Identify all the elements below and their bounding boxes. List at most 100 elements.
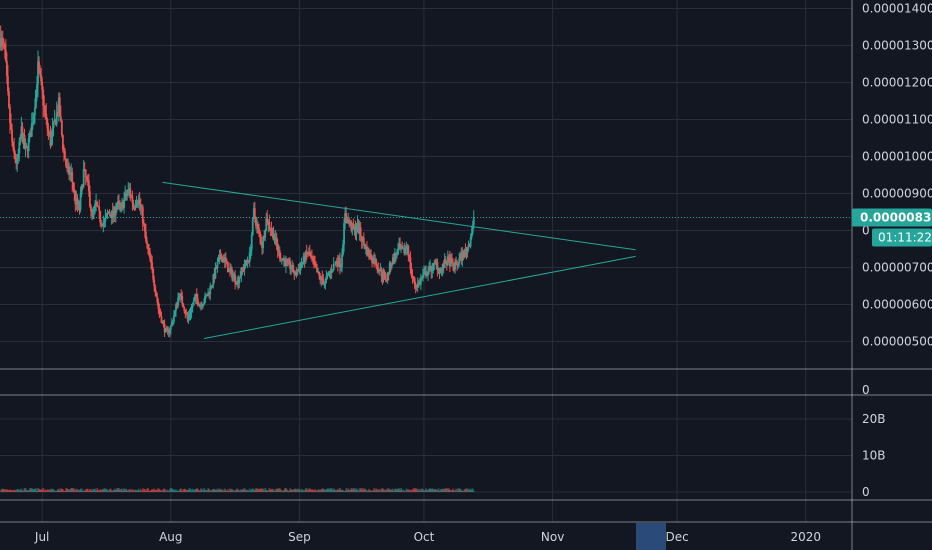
volume-bar: [291, 489, 294, 492]
volume-bar: [58, 490, 61, 492]
volume-bar: [374, 490, 377, 492]
candle-body: [21, 126, 24, 142]
volume-bar: [189, 488, 192, 492]
volume-bar: [166, 490, 169, 492]
volume-bar: [139, 489, 142, 492]
candle-body: [24, 147, 27, 149]
candle-body: [364, 247, 367, 249]
volume-bar: [469, 488, 472, 492]
candle-body: [83, 168, 86, 170]
volume-bar: [409, 489, 412, 492]
volume-bar: [5, 489, 8, 492]
volume-bar: [404, 490, 407, 492]
volume-bar: [155, 489, 158, 492]
volume-bar: [16, 489, 19, 492]
candle-body: [250, 234, 253, 250]
candle-body: [445, 263, 448, 266]
volume-bar: [108, 489, 111, 492]
candle-body: [95, 202, 97, 204]
volume-bar: [401, 490, 404, 492]
candle-body: [341, 254, 343, 267]
volume-bar: [136, 490, 139, 492]
candle-body: [371, 259, 373, 263]
volume-bar: [343, 490, 345, 492]
candle-body: [414, 284, 417, 288]
candle-body: [266, 218, 269, 225]
volume-bar: [308, 488, 311, 492]
volume-bar: [208, 488, 211, 492]
candle-body: [295, 271, 298, 276]
candle-body: [98, 206, 101, 211]
volume-bar: [224, 489, 227, 492]
countdown-label: 01:11:22: [878, 231, 932, 245]
volume-bar: [210, 490, 213, 492]
candle-body: [230, 269, 232, 271]
candle-body: [361, 237, 364, 241]
candle-body: [188, 314, 191, 317]
candle-body: [66, 165, 68, 168]
volume-bar: [132, 490, 135, 492]
volume-bar: [214, 489, 217, 492]
candle-body: [433, 262, 436, 264]
volume-bar: [322, 488, 325, 492]
candle-body: [159, 312, 162, 317]
volume-bar: [429, 488, 432, 492]
volume-bar: [269, 489, 272, 492]
candle-body: [193, 297, 196, 302]
candle-body: [325, 276, 328, 279]
candle-body: [419, 279, 422, 285]
volume-bar: [159, 490, 162, 492]
candle-body: [0, 37, 3, 47]
candle-body: [438, 267, 441, 273]
candle-body: [181, 295, 184, 304]
volume-bar: [422, 489, 424, 492]
volume-bar: [73, 488, 76, 492]
candle-body: [130, 195, 133, 197]
volume-bar: [286, 489, 288, 492]
volume-bar: [456, 490, 459, 492]
volume-bar: [371, 490, 373, 492]
candle-body: [436, 262, 439, 270]
candle-body: [265, 218, 268, 231]
candle-body: [223, 257, 226, 263]
volume-bar: [381, 488, 384, 492]
candle-body: [202, 304, 204, 307]
trendlines[interactable]: [162, 181, 636, 340]
volume-bar: [453, 490, 455, 492]
volume-bar: [11, 490, 13, 492]
candle-body: [417, 282, 420, 284]
current-price-tag-bg: [852, 208, 932, 227]
volume-bar: [101, 489, 104, 492]
volume-bar: [261, 488, 263, 492]
volume-bar: [277, 488, 280, 492]
candle-body: [402, 248, 405, 250]
candle-body: [426, 275, 428, 277]
candle-body: [4, 49, 7, 61]
volume-bar: [354, 489, 357, 492]
candle-body: [407, 246, 410, 257]
volume-bar: [364, 488, 367, 492]
volume-bar: [41, 489, 44, 492]
candle-body: [412, 277, 415, 279]
candle-body: [360, 236, 363, 241]
volume-bar: [70, 488, 73, 492]
candle-body: [432, 263, 435, 271]
volume-bar: [341, 489, 343, 492]
candle-body: [169, 325, 172, 331]
volume-bar: [26, 490, 29, 492]
candle-body: [369, 254, 371, 258]
candle-body: [292, 265, 295, 273]
volume-bar: [355, 488, 358, 492]
volume-bar: [205, 490, 207, 492]
candle-body: [158, 308, 161, 313]
volume-bar: [471, 488, 474, 492]
candle-body: [318, 271, 321, 276]
volume-bar: [406, 489, 409, 492]
volume-bar: [157, 488, 160, 492]
candle-body: [296, 271, 299, 276]
volume-bar: [230, 489, 232, 492]
price-tick-label: 0.00000600: [862, 298, 932, 312]
volume-bar: [129, 489, 132, 492]
volume-bar: [432, 489, 435, 492]
